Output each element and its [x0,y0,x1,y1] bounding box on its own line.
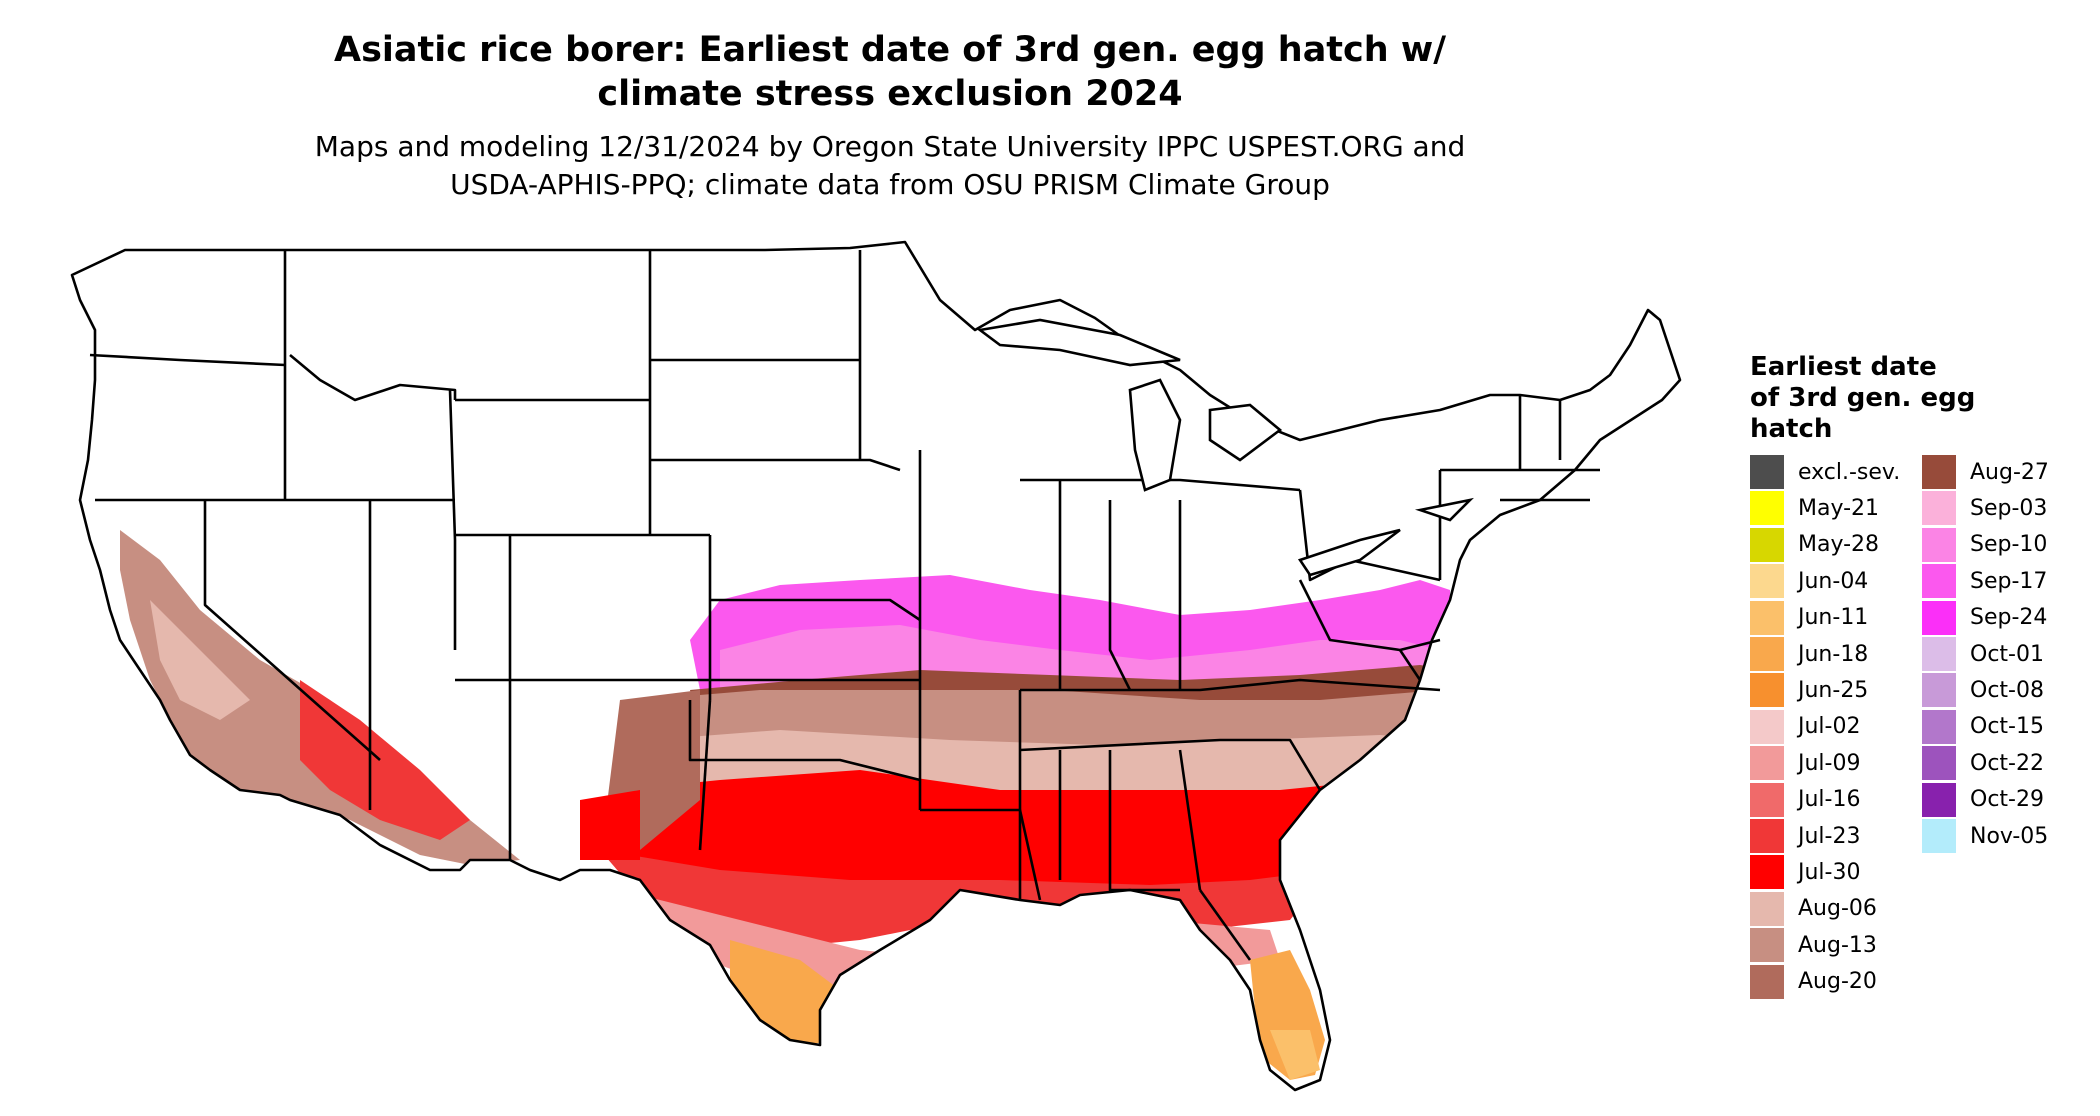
legend-item: Jul-23 [1750,819,1860,853]
legend-label: Jun-04 [1798,568,1869,594]
legend-label: Sep-03 [1970,495,2048,521]
legend-item: Sep-24 [1922,600,2048,635]
legend-item: Oct-01 [1922,637,2044,671]
legend-label: Oct-29 [1970,787,2044,813]
legend-label: Jul-30 [1798,859,1861,885]
legend-swatch [1922,673,1956,708]
legend-swatch [1922,564,1956,599]
legend-item: excl.-sev. [1750,455,1900,489]
legend-item: Oct-29 [1922,782,2044,817]
legend-swatch [1750,637,1784,671]
legend-swatch [1922,455,1956,489]
legend-label: Jun-11 [1798,605,1869,631]
legend-item: Sep-03 [1922,491,2048,526]
legend-swatch [1922,637,1956,671]
legend-item: May-21 [1750,491,1880,526]
legend-swatch [1750,819,1784,853]
legend-label: excl.-sev. [1798,459,1901,485]
legend-item: Oct-22 [1922,746,2044,781]
map-title-line-2: climate stress exclusion 2024 [597,74,1183,114]
legend-item: Jun-04 [1750,564,1869,599]
legend-label: Sep-10 [1970,532,2048,558]
legend-item: Aug-27 [1922,455,2049,489]
legend-swatch [1922,819,1956,853]
legend-swatch [1750,673,1784,708]
legend-item: Aug-06 [1750,891,1877,926]
legend-item: Jun-11 [1750,600,1869,635]
legend-item: Jun-18 [1750,637,1868,671]
legend-swatch [1750,746,1784,781]
legend-title-line-3: hatch [1750,414,1833,444]
legend-swatch [1750,891,1784,926]
legend-label: Jun-25 [1798,677,1869,703]
map-subtitle-line-2: USDA-APHIS-PPQ; climate data from OSU PR… [450,168,1330,201]
legend-item: Sep-17 [1922,564,2048,599]
legend-label: Oct-08 [1970,677,2044,703]
legend-item: Jul-16 [1750,782,1861,817]
legend-label: Jul-23 [1798,823,1861,849]
legend-label: Aug-13 [1798,932,1877,958]
legend-swatch [1750,600,1784,635]
legend-item: May-28 [1750,527,1880,562]
legend-swatch [1922,782,1956,817]
legend-title-line-2: of 3rd gen. egg [1750,383,1976,413]
legend-label: Sep-17 [1970,568,2048,594]
legend-label: Aug-20 [1798,969,1877,995]
map-subtitle-line-1: Maps and modeling 12/31/2024 by Oregon S… [314,130,1466,163]
legend-swatch [1922,600,1956,635]
legend-swatch [1750,782,1784,817]
legend-swatch [1750,855,1784,890]
legend-swatch [1750,928,1784,963]
legend-label: May-28 [1798,532,1880,558]
legend-item: Jun-25 [1750,673,1869,708]
legend-swatch [1922,527,1956,562]
legend-label: Sep-24 [1970,605,2048,631]
legend-label: Aug-27 [1970,459,2049,485]
legend-item: Jul-02 [1750,709,1861,744]
great-lakes [976,318,1474,577]
legend-item: Nov-05 [1922,819,2048,853]
legend-label: Aug-06 [1798,896,1877,922]
legend-swatch [1750,491,1784,526]
legend-swatch [1922,491,1956,526]
legend-item: Jul-30 [1750,855,1861,890]
legend-swatch [1750,709,1784,744]
legend-swatch [1750,455,1784,489]
legend-swatch [1750,527,1784,562]
legend-item: Oct-15 [1922,709,2044,744]
legend-swatch [1750,964,1784,999]
legend-item: Jul-09 [1750,746,1861,781]
legend-label: Jul-16 [1798,787,1861,813]
legend-label: Oct-01 [1970,641,2044,667]
legend-swatch [1922,746,1956,781]
legend-swatch [1750,564,1784,599]
us-map [70,240,1682,1092]
legend-label: Jun-18 [1798,641,1869,667]
legend-label: Nov-05 [1970,823,2049,849]
legend-label: Oct-15 [1970,714,2044,740]
legend-title-line-1: Earliest date [1750,352,1937,382]
legend-item: Sep-10 [1922,527,2048,562]
legend-item: Aug-13 [1750,928,1877,963]
legend-label: May-21 [1798,495,1880,521]
legend-item: Oct-08 [1922,673,2044,708]
map-title-line-1: Asiatic rice borer: Earliest date of 3rd… [333,30,1447,70]
legend-item: Aug-20 [1750,964,1877,999]
legend-swatch [1922,709,1956,744]
legend-label: Jul-09 [1798,750,1861,776]
legend-label: Jul-02 [1798,714,1861,740]
legend-label: Oct-22 [1970,750,2044,776]
